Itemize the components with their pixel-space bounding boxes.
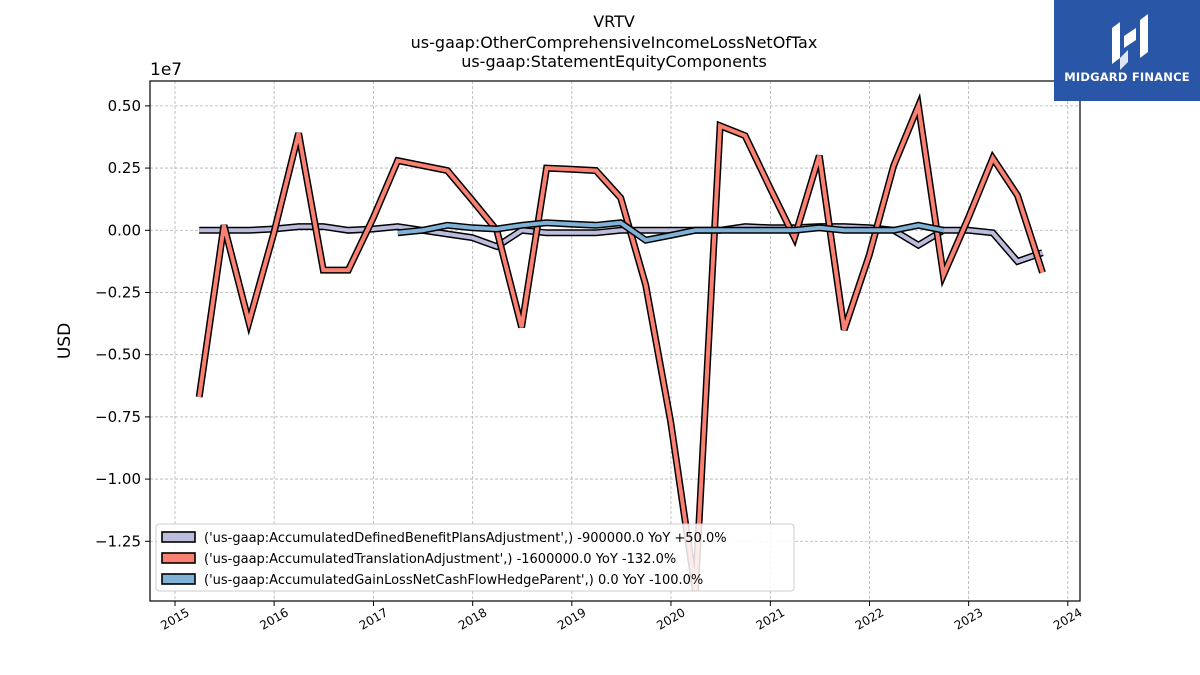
legend-entry-label: ('us-gaap:AccumulatedDefinedBenefitPlans… [204, 531, 727, 546]
y-axis-label: USD [55, 323, 75, 359]
series-line [397, 220, 944, 243]
y-tick-label: 0.25 [108, 159, 141, 177]
x-tick-label: 2018 [456, 605, 489, 632]
series-line [199, 224, 1044, 264]
y-tick-label: −0.50 [95, 346, 141, 364]
x-tick-label: 2023 [952, 605, 985, 632]
y-axis: 0.50 0.25 0.00 −0.25 −0.50 −0.75 −1.00 −1.25 [95, 97, 150, 550]
series-lines [195, 92, 1046, 592]
x-tick-label: 2019 [555, 605, 588, 632]
legend-entry-label: ('us-gaap:AccumulatedGainLossNetCashFlow… [204, 573, 703, 588]
legend-swatch [161, 552, 196, 564]
x-tick-label: 2021 [754, 605, 787, 632]
y-axis-multiplier: 1e7 [150, 60, 182, 80]
y-tick-label: −1.25 [95, 532, 141, 550]
midgard-finance-logo: MIDGARD FINANCE [1054, 0, 1200, 101]
legend: ('us-gaap:AccumulatedDefinedBenefitPlans… [155, 523, 795, 592]
legend-entry-label: ('us-gaap:AccumulatedTranslationAdjustme… [204, 552, 676, 567]
chart-title-line: us-gaap:StatementEquityComponents [461, 52, 767, 71]
x-tick-label: 2016 [257, 605, 290, 632]
series-line-outline [195, 92, 1046, 592]
y-tick-label: 0.00 [108, 221, 141, 239]
y-tick-label: −0.75 [95, 408, 141, 426]
x-axis: 2015 2016 2017 2018 2019 2020 2021 2022 2023 2024 [158, 601, 1085, 633]
chart-title: VRTV us-gaap:OtherComprehensiveIncomeLos… [411, 12, 818, 71]
legend-swatch [161, 573, 196, 585]
midgard-monogram-icon [1112, 14, 1148, 70]
x-tick-label: 2024 [1051, 605, 1084, 632]
logo-text: MIDGARD FINANCE [1064, 70, 1190, 84]
chart-title-line: VRTV [593, 12, 635, 31]
plot-frame [149, 80, 1081, 602]
x-tick-label: 2015 [158, 605, 191, 632]
x-tick-label: 2017 [357, 605, 390, 632]
grid [150, 81, 1080, 601]
legend-frame [155, 523, 795, 592]
series-line [197, 98, 1045, 592]
y-tick-label: −1.00 [95, 470, 141, 488]
chart-title-line: us-gaap:OtherComprehensiveIncomeLossNetO… [411, 33, 818, 52]
y-tick-label: −0.25 [95, 283, 141, 301]
legend-swatch [161, 531, 196, 543]
y-tick-label: 0.50 [108, 97, 141, 115]
x-tick-label: 2022 [853, 605, 886, 632]
x-tick-label: 2020 [654, 605, 687, 632]
